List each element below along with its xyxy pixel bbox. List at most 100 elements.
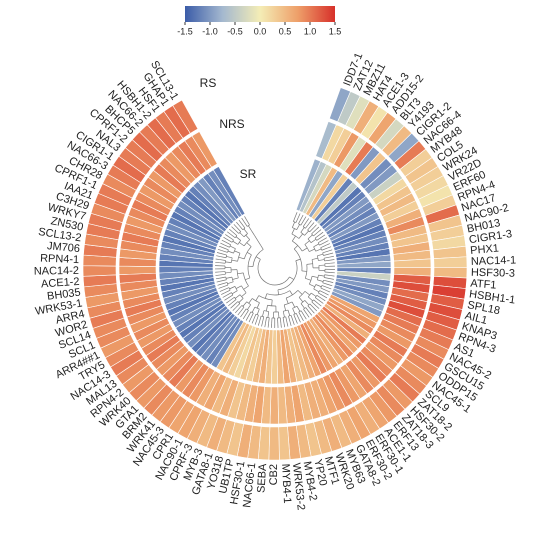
dendro-line xyxy=(315,226,320,231)
dendro-line xyxy=(217,248,222,251)
dendro-line xyxy=(318,259,325,261)
dendro-line xyxy=(242,315,246,320)
dendro-line xyxy=(311,229,317,235)
dendro-line xyxy=(240,313,244,318)
dendro-line xyxy=(256,315,259,321)
dendro-line xyxy=(248,298,253,304)
dendro-line xyxy=(256,308,260,315)
dendro-line xyxy=(329,255,334,258)
dendro-line xyxy=(261,322,263,327)
category-label: JM706 xyxy=(46,240,80,255)
dendro-line xyxy=(223,236,228,240)
category-label: NAC14-2 xyxy=(34,265,79,278)
dendro-line xyxy=(251,230,256,237)
heat-cell xyxy=(191,131,218,168)
dendro-arc xyxy=(242,227,246,231)
dendro-line xyxy=(228,302,232,307)
dendro-line xyxy=(295,319,298,324)
dendro-line xyxy=(229,245,236,249)
dendro-line xyxy=(232,240,239,245)
category-label: WRK53-2 xyxy=(290,462,307,511)
dendro-arc xyxy=(241,305,245,308)
dendro-line xyxy=(329,252,334,255)
dendro-line xyxy=(243,228,248,234)
dendro-line xyxy=(298,318,301,323)
dendro-line xyxy=(323,279,330,282)
dendro-line xyxy=(233,301,239,306)
dendro-line xyxy=(229,286,236,290)
dendro-line xyxy=(245,234,250,240)
dendro-line xyxy=(237,311,241,316)
dendro-line xyxy=(309,312,313,316)
dendro-line xyxy=(307,225,312,231)
dendro-arc xyxy=(318,290,320,294)
dendro-arc xyxy=(237,253,241,262)
dendro-line xyxy=(329,281,334,283)
dendro-line xyxy=(298,213,301,218)
dendro-arc xyxy=(230,257,233,263)
dendro-line xyxy=(234,309,239,314)
dendro-line xyxy=(323,256,330,259)
ring-name: SR xyxy=(240,167,257,181)
dendro-line xyxy=(234,250,241,254)
dendro-line xyxy=(231,226,235,230)
dendro-line xyxy=(289,276,294,280)
dendro-line xyxy=(298,233,303,239)
dendro-line xyxy=(229,228,233,232)
dendro-line xyxy=(300,214,304,219)
dendro-line xyxy=(327,287,332,290)
dendro-line xyxy=(316,236,322,241)
dendro-line xyxy=(216,280,221,283)
dendro-arc xyxy=(300,300,306,304)
dendro-line xyxy=(285,297,289,304)
dendro-line xyxy=(304,230,309,236)
dendro-line xyxy=(297,290,303,295)
dendro-line xyxy=(301,270,307,272)
dendro-line xyxy=(238,224,244,230)
dendro-line xyxy=(324,277,331,279)
dendro-line xyxy=(239,232,245,238)
dendro-line xyxy=(229,296,235,302)
ring-name: NRS xyxy=(219,117,244,131)
dendro-line xyxy=(309,303,315,309)
dendro-line xyxy=(293,314,297,321)
dendro-line xyxy=(220,242,225,246)
dendro-line xyxy=(227,281,234,285)
dendro-line xyxy=(243,285,249,290)
dendro-line xyxy=(224,297,229,301)
dendro-line xyxy=(318,292,324,297)
dendro-line xyxy=(247,304,251,310)
dendro-arc xyxy=(261,315,264,318)
dendro-line xyxy=(324,240,329,243)
dendro-line xyxy=(235,236,241,241)
dendro-line xyxy=(313,299,319,304)
dendro-line xyxy=(310,292,317,297)
dendro-line xyxy=(255,295,260,301)
dendro-line xyxy=(298,218,302,224)
dendro-line xyxy=(324,259,331,262)
dendro-line xyxy=(238,219,242,224)
dendro-line xyxy=(221,250,228,253)
dendro-line xyxy=(232,231,238,236)
dendro-arc xyxy=(234,297,237,300)
dendro-line xyxy=(223,287,230,291)
heat-cell xyxy=(82,265,117,277)
colorbar-tick-label: -0.5 xyxy=(227,26,243,36)
dendro-line xyxy=(228,236,234,241)
dendro-line xyxy=(300,310,305,316)
dendro-arc xyxy=(293,248,303,271)
dendro-arc xyxy=(322,252,324,256)
dendro-line xyxy=(236,221,240,226)
dendro-line xyxy=(293,245,299,250)
dendro-line xyxy=(247,311,252,318)
dendro-line xyxy=(305,307,310,313)
dendro-arc xyxy=(247,224,250,227)
category-label: NAC66-1 xyxy=(241,462,258,508)
dendro-line xyxy=(298,311,302,318)
dendro-line xyxy=(245,316,249,321)
dendro-line xyxy=(321,247,328,251)
dendro-arc xyxy=(233,248,236,254)
dendro-arc xyxy=(227,249,229,253)
dendro-line xyxy=(219,259,226,261)
dendro-line xyxy=(298,297,304,303)
